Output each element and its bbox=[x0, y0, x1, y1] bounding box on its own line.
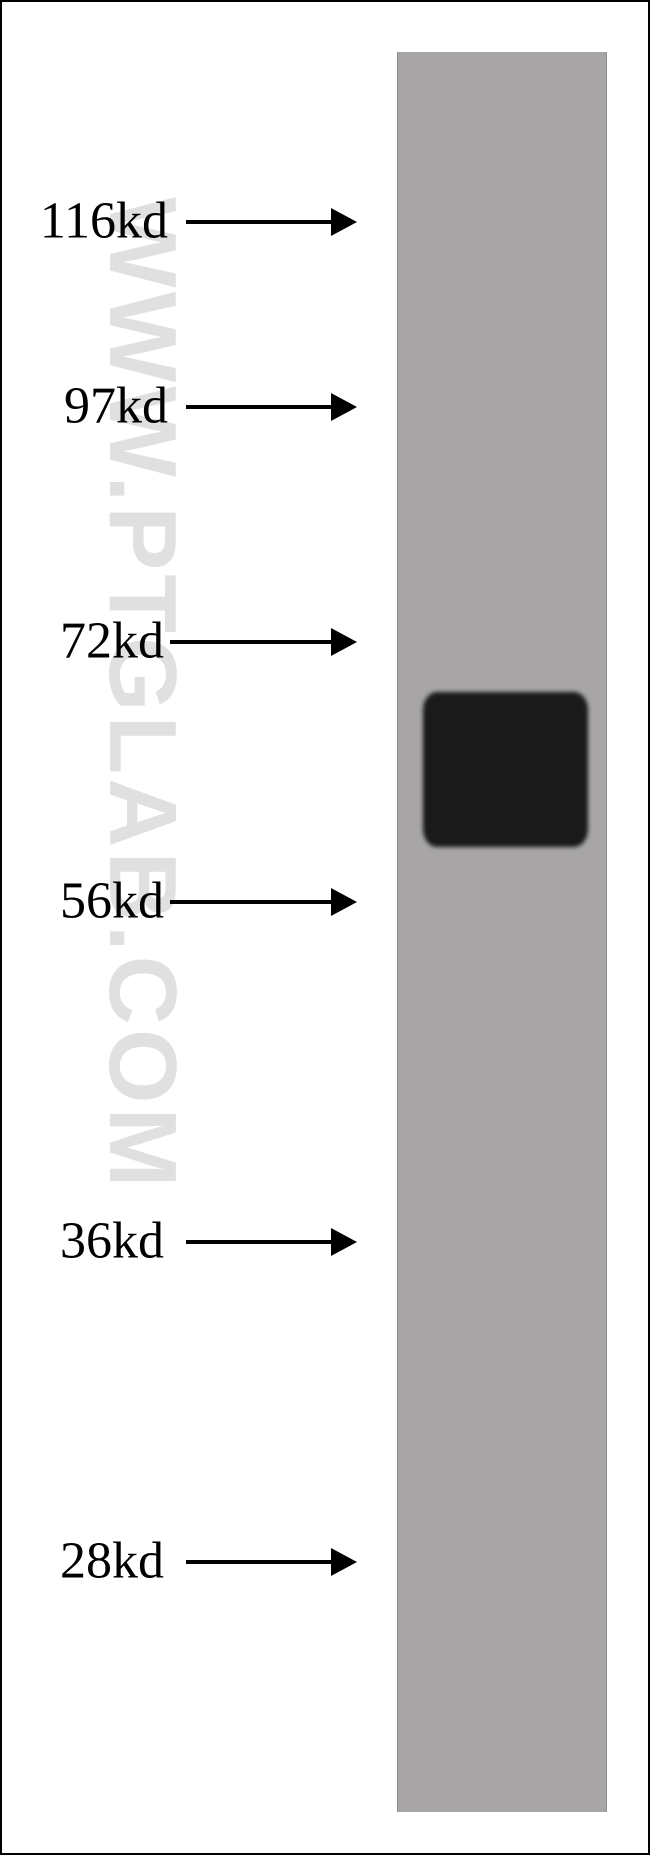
arrow-shaft bbox=[186, 1240, 331, 1244]
arrow-shaft bbox=[170, 900, 331, 904]
marker-row: 116kd bbox=[2, 202, 357, 242]
arrow-icon bbox=[186, 393, 357, 421]
marker-row: 56kd bbox=[2, 882, 357, 922]
arrow-shaft bbox=[170, 640, 331, 644]
arrow-head-icon bbox=[331, 208, 357, 236]
arrow-head-icon bbox=[331, 393, 357, 421]
watermark-text: WWW.PTGLAB.COM bbox=[87, 197, 197, 1191]
marker-label: 36kd bbox=[46, 1211, 170, 1270]
marker-label: 28kd bbox=[46, 1531, 170, 1590]
marker-label: 97kd bbox=[46, 376, 174, 435]
protein-band bbox=[423, 692, 588, 847]
arrow-head-icon bbox=[331, 1228, 357, 1256]
arrow-shaft bbox=[186, 405, 331, 409]
arrow-icon bbox=[170, 628, 357, 656]
arrow-shaft bbox=[186, 1560, 331, 1564]
arrow-icon bbox=[170, 888, 357, 916]
blot-lane bbox=[397, 52, 607, 1812]
marker-label: 72kd bbox=[46, 611, 170, 670]
arrow-shaft bbox=[186, 220, 331, 224]
marker-row: 28kd bbox=[2, 1542, 357, 1582]
marker-label: 56kd bbox=[46, 871, 170, 930]
arrow-head-icon bbox=[331, 1548, 357, 1576]
marker-row: 97kd bbox=[2, 387, 357, 427]
arrow-icon bbox=[186, 1228, 357, 1256]
arrow-head-icon bbox=[331, 628, 357, 656]
arrow-head-icon bbox=[331, 888, 357, 916]
marker-label: 116kd bbox=[20, 191, 174, 250]
marker-row: 36kd bbox=[2, 1222, 357, 1262]
arrow-icon bbox=[186, 208, 357, 236]
arrow-icon bbox=[186, 1548, 357, 1576]
marker-row: 72kd bbox=[2, 622, 357, 662]
